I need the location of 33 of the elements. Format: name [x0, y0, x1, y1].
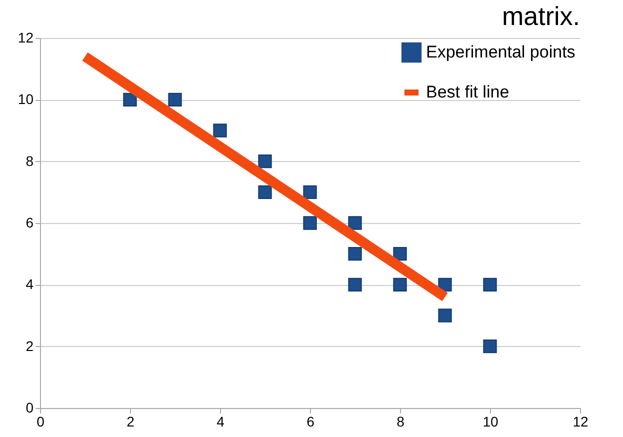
text: matrix.: [502, 1, 580, 31]
x-tick-label: 4: [216, 414, 225, 430]
point: [303, 216, 317, 230]
point: [123, 92, 137, 106]
x-tick-label: 8: [396, 414, 405, 430]
x-tick-label: 6: [306, 414, 315, 430]
point: [393, 247, 407, 261]
x-tick-label: 12: [572, 414, 588, 430]
y-tick-label: 12: [18, 30, 34, 46]
y-tick-label: 10: [18, 91, 34, 108]
y-tick-label: 4: [26, 276, 34, 292]
point: [438, 278, 452, 292]
y-tick-label: 8: [26, 152, 34, 169]
y-tick-label: 6: [26, 214, 34, 230]
legend-label: Best fit line: [426, 82, 510, 102]
point: [348, 247, 362, 261]
point: [168, 92, 182, 106]
point: [213, 124, 227, 138]
x-tick-label: 2: [126, 414, 135, 430]
legend-label: Experimental points: [426, 42, 576, 62]
point: [348, 216, 362, 230]
x-tick-label: 0: [36, 414, 45, 430]
point: [258, 185, 272, 199]
point: [483, 340, 497, 354]
point: [258, 154, 272, 168]
point: [393, 278, 407, 292]
point: [348, 278, 362, 292]
x-tick-label: 10: [482, 414, 498, 430]
y-tick-label: 2: [26, 338, 34, 354]
point: [303, 185, 317, 199]
y-tick-label: 0: [26, 400, 34, 416]
point: [483, 278, 497, 292]
point: [438, 308, 452, 322]
